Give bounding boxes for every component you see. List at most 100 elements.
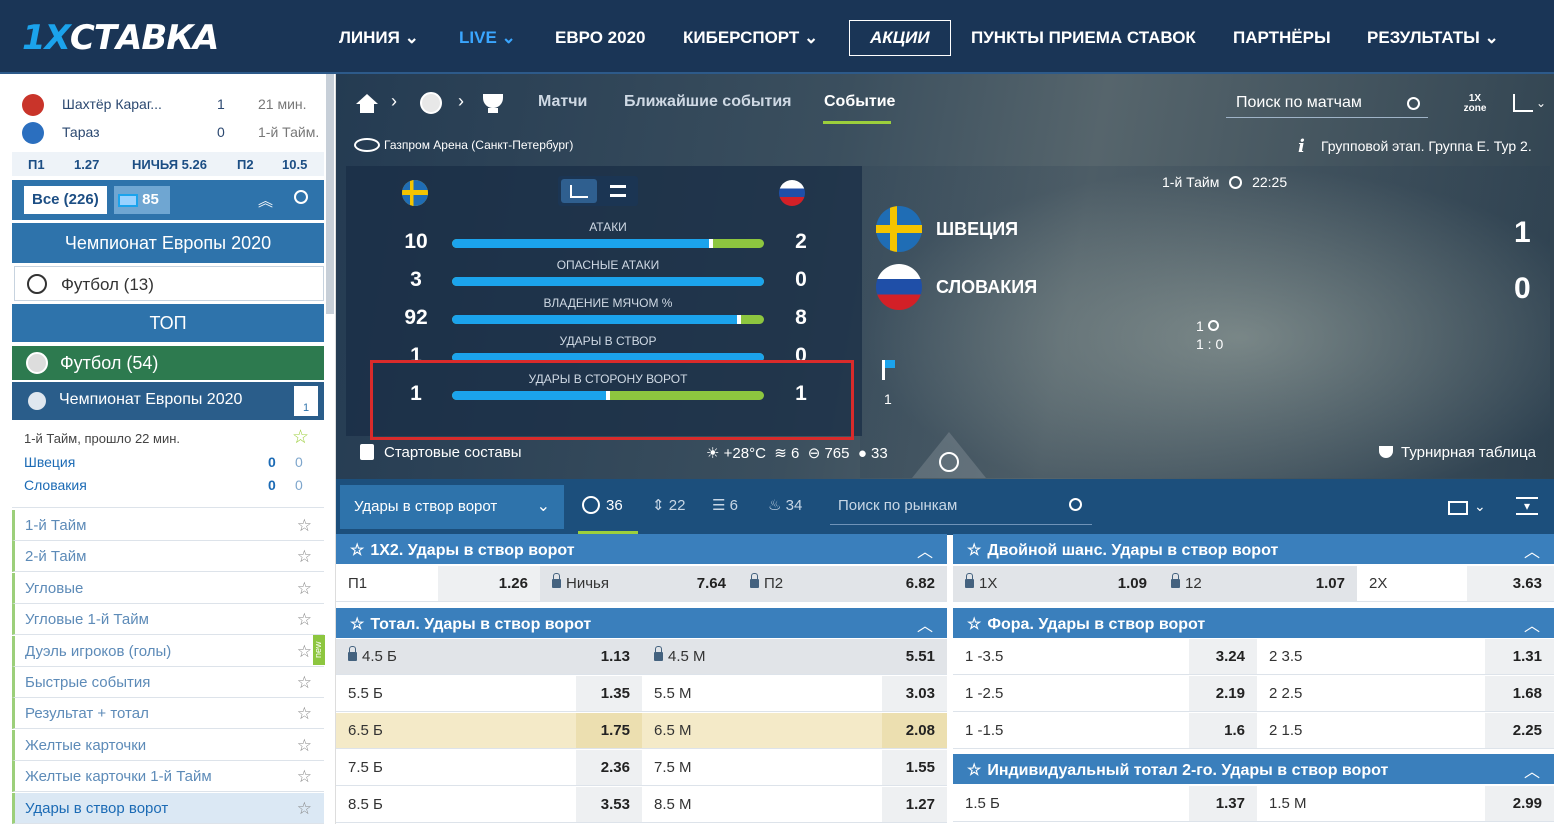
odd-value[interactable]: 3.03 [882, 676, 947, 712]
market-individual-total-header[interactable]: ☆ Индивидуальный тотал 2-го. Удары в ство… [953, 754, 1554, 784]
odd-label[interactable]: 8.5 Б [336, 787, 576, 823]
layout-columns-icon[interactable] [1448, 501, 1468, 515]
nav-esports[interactable]: КИБЕРСПОРТ ⌄ [683, 28, 819, 47]
market-1x2-header[interactable]: ☆ 1X2. Удары в створ ворот ︿ [336, 534, 947, 564]
odd-label[interactable]: 2 2.5 [1257, 676, 1485, 712]
chevron-down-icon[interactable]: ⌄ [1536, 96, 1547, 110]
odd-label[interactable]: 7.5 М [642, 750, 882, 786]
market-double-chance-header[interactable]: ☆ Двойной шанс. Удары в створ ворот ︿ [953, 534, 1554, 564]
odd-value[interactable]: 5.51 [882, 639, 947, 675]
odd-value[interactable]: 1.27 [882, 787, 947, 823]
sidebar-market-item[interactable]: Желтые карточки ☆ [12, 729, 324, 761]
favorite-star-icon[interactable]: ☆ [967, 616, 982, 633]
nav-live[interactable]: LIVE ⌄ [459, 28, 516, 47]
market-select[interactable]: Удары в створ ворот ⌄ [340, 485, 564, 529]
favorite-star-icon[interactable]: ☆ [296, 516, 312, 535]
odd-value[interactable]: 2.99 [1485, 786, 1554, 822]
sidebar-market-item[interactable]: Результат + тотал ☆ [12, 698, 324, 730]
odd-label[interactable]: 8.5 М [642, 787, 882, 823]
odd-value[interactable]: 1.75 [576, 713, 642, 749]
odd-value[interactable]: 3.24 [1189, 639, 1257, 675]
odd-value[interactable]: 1.13 [576, 639, 642, 675]
favorite-star-icon[interactable]: ☆ [296, 767, 312, 787]
chevron-up-icon[interactable]: ︿ [916, 544, 933, 561]
nav-betting-points[interactable]: ПУНКТЫ ПРИЕМА СТАВОК [971, 28, 1196, 47]
odd-value[interactable]: 2.25 [1485, 713, 1554, 749]
sidebar-championship-header[interactable]: Чемпионат Европы 2020 [12, 223, 324, 263]
favorite-star-icon[interactable]: ☆ [296, 798, 312, 818]
favorite-star-icon[interactable]: ☆ [296, 641, 312, 661]
odd-label[interactable]: 1X [953, 566, 1051, 602]
list-view-icon[interactable] [610, 185, 626, 197]
standings-link[interactable]: Турнирная таблица [1401, 444, 1536, 461]
match-search-input[interactable]: Поиск по матчам [1226, 90, 1428, 118]
sidebar-market-item[interactable]: 2-й Тайм ☆ [12, 541, 324, 573]
favorite-star-icon[interactable]: ☆ [296, 578, 312, 598]
odd-value[interactable]: 3.63 [1467, 566, 1554, 602]
sidebar-football-54[interactable]: Футбол (54) [12, 346, 324, 380]
odd-label[interactable]: 1 -1.5 [953, 713, 1189, 749]
favorite-star-icon[interactable]: ☆ [296, 704, 312, 724]
odd-label[interactable]: 12 [1159, 566, 1255, 602]
tab-sort[interactable]: ⇕ 22 [652, 497, 686, 514]
chevron-up-icon[interactable]: ︿ [1523, 764, 1540, 781]
nav-liniya[interactable]: ЛИНИЯ ⌄ [339, 28, 419, 47]
odd-value[interactable]: 1.68 [1485, 676, 1554, 712]
lineups-link[interactable]: Стартовые составы [384, 444, 522, 461]
odd-label[interactable]: 1 -2.5 [953, 676, 1189, 712]
breadcrumb-upcoming[interactable]: Ближайшие события [624, 93, 792, 110]
trophy-icon[interactable] [483, 94, 503, 108]
bar-chart-view-icon[interactable] [561, 179, 597, 203]
sidebar-market-item[interactable]: Удары в створ ворот ☆ [12, 792, 324, 824]
sidebar-football-13[interactable]: Футбол (13) [14, 266, 324, 301]
champ-count-badge[interactable]: 1 [294, 386, 318, 416]
breadcrumb-matches[interactable]: Матчи [538, 93, 588, 110]
favorite-star-icon[interactable]: ☆ [292, 427, 310, 448]
chevron-up-icon[interactable]: ︿ [916, 618, 933, 635]
sidebar-top[interactable]: ТОП [12, 304, 324, 342]
sidebar-match-team2[interactable]: Тараз 0 1-й Тайм. [12, 118, 324, 146]
odd-value[interactable]: 2.36 [576, 750, 642, 786]
market-handicap-header[interactable]: ☆ Фора. Удары в створ ворот ︿ [953, 608, 1554, 638]
sidebar-match-team1[interactable]: Шахтёр Караг... 1 21 мин. [12, 90, 324, 118]
odd-label[interactable]: 2X [1357, 566, 1467, 602]
odd-label[interactable]: 1 -3.5 [953, 639, 1189, 675]
1x-zone-icon[interactable]: 1X zone [1463, 93, 1487, 114]
favorite-star-icon[interactable]: ☆ [296, 610, 312, 630]
odd-p1[interactable]: 1.27 [74, 157, 100, 172]
timeline-toggle[interactable] [912, 432, 986, 478]
nav-partners[interactable]: ПАРТНЁРЫ [1233, 28, 1331, 47]
odd-value[interactable]: 1.55 [882, 750, 947, 786]
nav-euro-2020[interactable]: ЕВРО 2020 [555, 28, 646, 47]
chevron-up-icon[interactable]: ︿ [1523, 618, 1540, 635]
chevron-down-icon[interactable]: ⌄ [1474, 498, 1486, 514]
collapse-all-icon[interactable]: ▾ [1516, 497, 1538, 515]
odd-label[interactable]: 6.5 М [642, 713, 882, 749]
odd-label[interactable]: 5.5 М [642, 676, 882, 712]
filter-all-button[interactable]: Все (226) [24, 186, 107, 214]
odd-label[interactable]: 4.5 Б [336, 639, 576, 675]
odd-value[interactable]: 1.26 [438, 566, 540, 602]
info-icon[interactable]: i [1298, 136, 1305, 157]
odd-label[interactable]: 7.5 Б [336, 750, 576, 786]
nav-promotions[interactable]: АКЦИИ [849, 20, 951, 56]
collapse-icon[interactable]: ︽ [258, 193, 274, 210]
sidebar-scrollbar[interactable] [326, 74, 334, 314]
odd-value[interactable]: 7.64 [676, 566, 738, 602]
odd-value[interactable]: 1.07 [1255, 566, 1357, 602]
sidebar-market-item[interactable]: Желтые карточки 1-й Тайм ☆ [12, 761, 324, 793]
odd-label[interactable]: 4.5 М [642, 639, 882, 675]
odd-label[interactable]: 1.5 М [1257, 786, 1485, 822]
favorite-star-icon[interactable]: ☆ [350, 542, 365, 559]
favorite-star-icon[interactable]: ☆ [296, 673, 312, 692]
sidebar-market-item[interactable]: Дуэль игроков (голы) ☆ [12, 635, 324, 667]
search-icon[interactable] [1407, 97, 1420, 110]
tab-popular[interactable]: ♨ 34 [768, 497, 803, 514]
sidebar-market-item[interactable]: Угловые ☆ [12, 572, 324, 604]
market-search-input[interactable]: Поиск по рынкам [830, 487, 1092, 525]
sidebar-market-item[interactable]: 1-й Тайм ☆ [12, 510, 324, 541]
home-icon[interactable] [356, 94, 378, 104]
football-icon[interactable] [420, 92, 442, 114]
sidebar-market-item[interactable]: Угловые 1-й Тайм ☆ [12, 604, 324, 636]
market-total-header[interactable]: ☆ Тотал. Удары в створ ворот ︿ [336, 608, 947, 638]
